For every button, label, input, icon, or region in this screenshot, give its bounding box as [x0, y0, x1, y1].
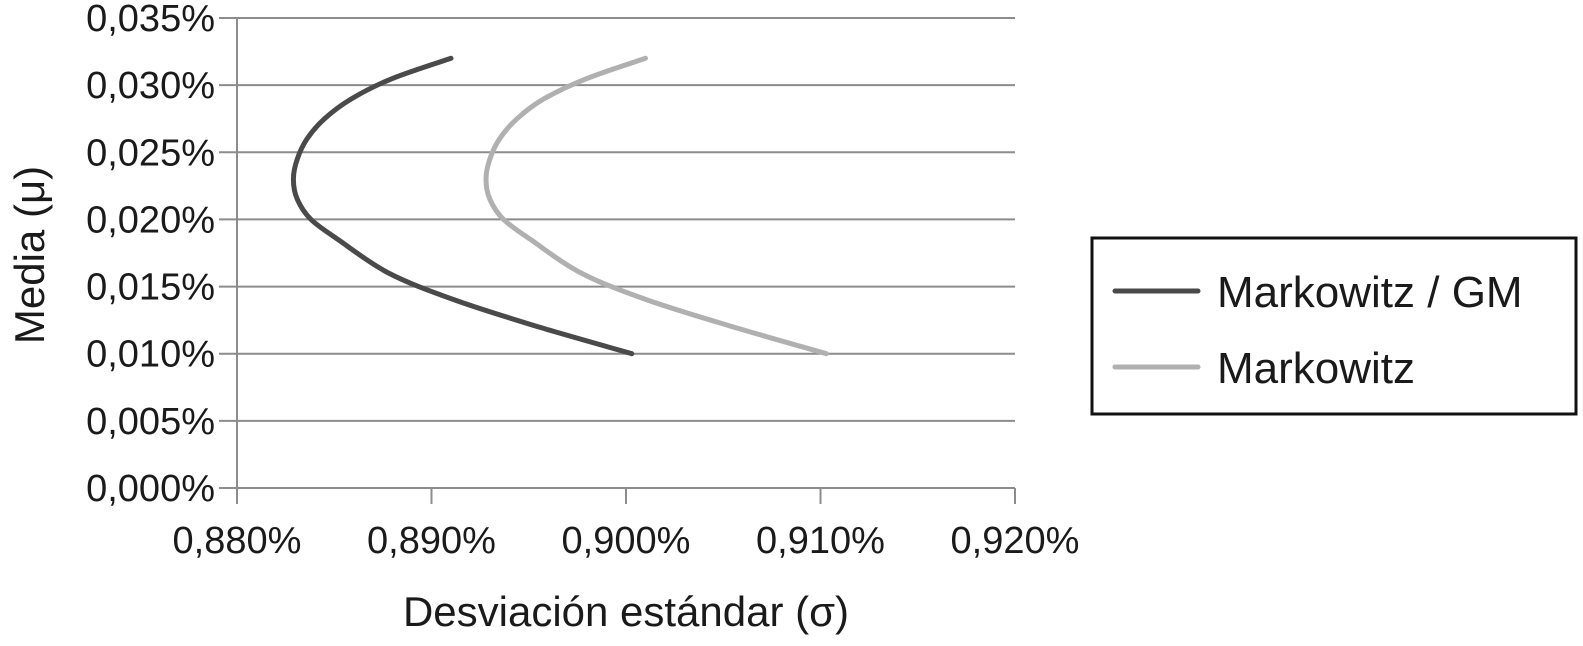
legend-box [1090, 236, 1578, 416]
legend-label: Markowitz / GM [1217, 268, 1523, 317]
x-tick-label: 0,920% [951, 520, 1080, 562]
y-axis: 0,000% 0,005% 0,010% 0,015% 0,020% 0,025% 0,03… [86, 0, 238, 510]
y-tick-label: 0,015% [86, 267, 215, 309]
gridlines [237, 17, 1015, 422]
x-tick-label: 0,880% [173, 520, 302, 562]
legend-label: Markowitz [1217, 344, 1415, 393]
x-axis-title: Desviación estándar (σ) [403, 588, 849, 635]
x-tick-label: 0,890% [367, 520, 496, 562]
y-tick-label: 0,020% [86, 199, 215, 241]
y-tick-label: 0,035% [86, 0, 215, 40]
series-line-2 [483, 55, 829, 357]
series-lines [290, 55, 829, 357]
y-tick-label: 0,010% [86, 334, 215, 376]
y-axis-title: Media (μ) [6, 166, 53, 344]
series-line-1 [290, 55, 635, 357]
x-tick-label: 0,910% [756, 520, 885, 562]
y-tick-label: 0,030% [86, 65, 215, 107]
y-tick-label: 0,005% [86, 401, 215, 443]
legend: Markowitz / GM Markowitz [1090, 236, 1578, 416]
x-tick-label: 0,900% [562, 520, 691, 562]
y-tick-label: 0,000% [86, 468, 215, 510]
y-tick-label: 0,025% [86, 132, 215, 174]
x-axis: 0,880% 0,890% 0,900% 0,910% 0,920% [173, 487, 1080, 562]
